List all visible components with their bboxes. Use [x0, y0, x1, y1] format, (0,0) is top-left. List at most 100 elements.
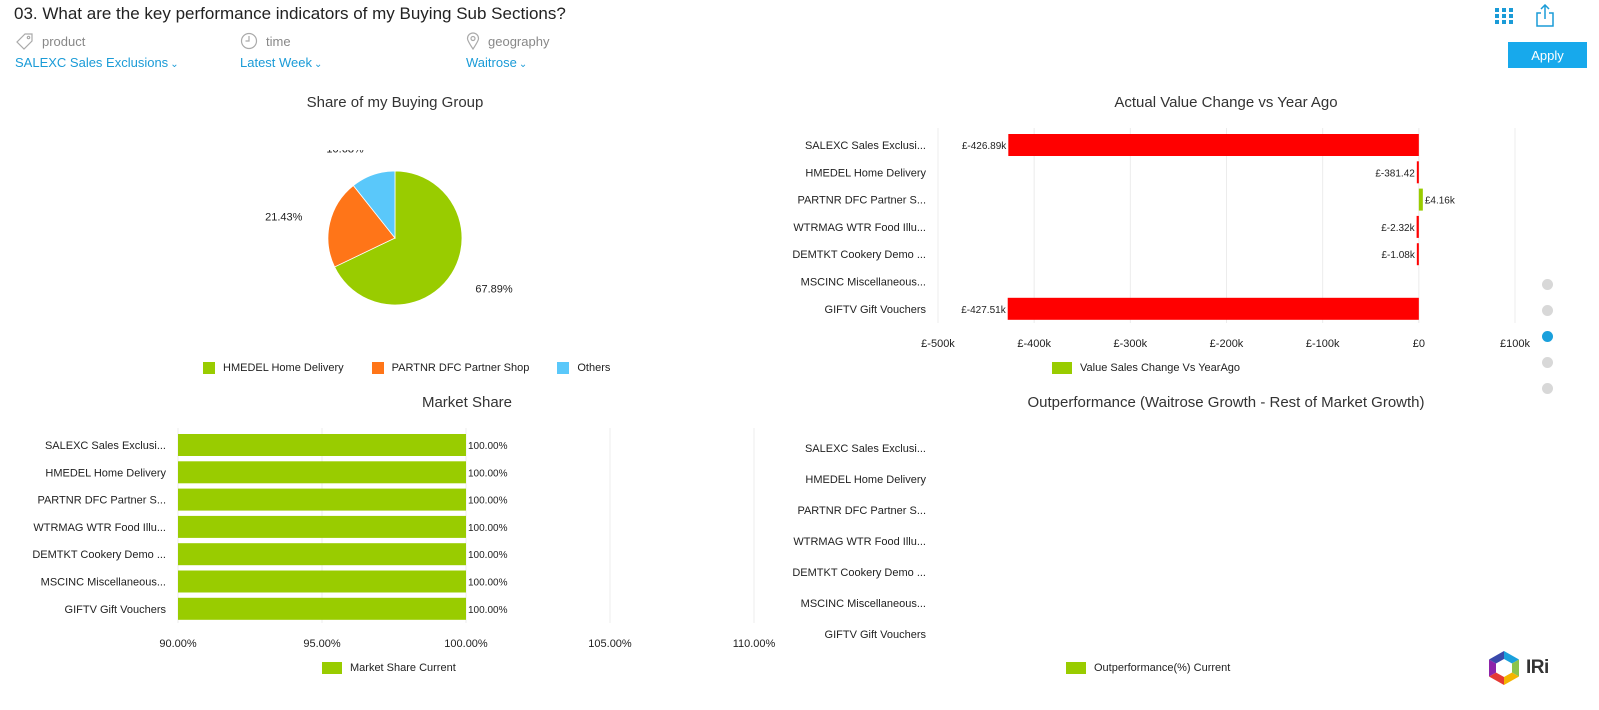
bar-data-label: £-381.42 [1375, 168, 1415, 179]
page-dot[interactable] [1542, 331, 1553, 342]
page-dot[interactable] [1542, 383, 1553, 394]
bar[interactable] [178, 488, 466, 511]
iri-logo-text: IRi [1526, 657, 1549, 678]
chevron-down-icon: ⌄ [170, 59, 179, 70]
pie-chart: 67.89% 21.43% 10.68% [265, 150, 513, 306]
time-label: time [266, 33, 291, 49]
category-label: PARTNR DFC Partner S... [797, 195, 926, 207]
category-label: SALEXC Sales Exclusi... [805, 443, 926, 455]
geography-value: Waitrose [466, 55, 517, 70]
product-filter-label: product [16, 32, 85, 50]
outperformance-chart: SALEXC Sales Exclusi... HMEDEL Home Deliv… [792, 443, 927, 641]
clock-icon [240, 32, 258, 50]
bar[interactable] [1416, 243, 1419, 266]
share-icon[interactable] [1535, 4, 1555, 28]
geography-dropdown[interactable]: Waitrose ⌄ [466, 55, 527, 70]
category-label: MSCINC Miscellaneous... [41, 577, 166, 589]
legend-item-partner-shop[interactable]: PARTNR DFC Partner Shop [391, 362, 530, 374]
bar-data-label: 100.00% [468, 496, 508, 507]
bar-data-label: £4.16k [1425, 196, 1456, 207]
bar[interactable] [178, 570, 466, 593]
market-share-chart: 90.00% 95.00% 100.00% 105.00% 110.00% SALEXC … [32, 428, 776, 650]
pie-chart-title: Share of my Buying Group [306, 94, 484, 111]
legend-item-value-change[interactable]: Value Sales Change Vs YearAgo [1080, 362, 1241, 374]
x-tick-label: £-200k [1210, 338, 1244, 350]
category-label: SALEXC Sales Exclusi... [45, 440, 166, 452]
value-change-legend: Value Sales Change Vs YearAgo [1052, 362, 1240, 374]
x-tick-label: 110.00% [733, 638, 776, 650]
legend-item-others[interactable]: Others [577, 362, 611, 374]
legend-item-home-delivery[interactable]: HMEDEL Home Delivery [223, 362, 344, 374]
legend-swatch-blue [557, 362, 570, 374]
category-label: DEMTKT Cookery Demo ... [792, 567, 926, 579]
grid-menu-icon[interactable] [1494, 7, 1514, 25]
legend-swatch [1052, 362, 1072, 374]
x-tick-label: £-100k [1306, 338, 1340, 350]
time-value: Latest Week [240, 55, 313, 70]
category-label: HMEDEL Home Delivery [805, 167, 926, 179]
pie-slice-label: 67.89% [475, 284, 513, 296]
pie-slice[interactable] [352, 170, 396, 240]
bar-data-label: 100.00% [468, 578, 508, 589]
bar-data-label: 100.00% [468, 550, 508, 561]
legend-swatch [322, 662, 342, 674]
page-dot[interactable] [1542, 357, 1553, 368]
page-title: 03. What are the key performance indicat… [14, 4, 566, 23]
bar-data-label: £-427.51k [961, 305, 1006, 316]
bar[interactable] [178, 597, 466, 620]
bar-data-label: 100.00% [468, 468, 508, 479]
bar-data-label: £-1.08k [1381, 250, 1415, 261]
category-label: GIFTV Gift Vouchers [825, 629, 927, 641]
legend-swatch [1066, 662, 1086, 674]
apply-button[interactable]: Apply [1508, 42, 1587, 68]
x-tick-label: 90.00% [159, 638, 197, 650]
bar-data-label: £-426.89k [962, 141, 1007, 152]
geography-label: geography [488, 33, 550, 49]
page-dot[interactable] [1542, 305, 1553, 316]
x-tick-label: 100.00% [444, 638, 488, 650]
bar[interactable] [1416, 215, 1419, 238]
x-tick-label: £-300k [1114, 338, 1148, 350]
bar[interactable] [1418, 188, 1423, 211]
pie-slice[interactable] [334, 170, 463, 306]
location-pin-icon [466, 32, 480, 50]
product-dropdown[interactable]: SALEXC Sales Exclusions ⌄ [15, 55, 179, 70]
bar[interactable] [178, 461, 466, 484]
category-label: GIFTV Gift Vouchers [65, 604, 167, 616]
bar-data-label: £-2.32k [1381, 223, 1415, 234]
x-tick-label: £100k [1500, 338, 1530, 350]
iri-logo-mark [1489, 651, 1519, 685]
iri-logo: IRi [1488, 650, 1549, 686]
category-label: MSCINC Miscellaneous... [801, 598, 926, 610]
legend-item-outperformance[interactable]: Outperformance(%) Current [1094, 662, 1231, 674]
pie-slice[interactable] [327, 184, 396, 268]
category-label: PARTNR DFC Partner S... [37, 495, 166, 507]
legend-swatch-orange [371, 362, 384, 374]
category-label: WTRMAG WTR Food Illu... [33, 522, 166, 534]
product-label: product [42, 33, 86, 49]
bar[interactable] [178, 543, 466, 566]
category-label: DEMTKT Cookery Demo ... [792, 249, 926, 261]
bar[interactable] [178, 434, 466, 456]
bar[interactable] [1007, 297, 1419, 320]
page-dot[interactable] [1542, 279, 1553, 290]
x-tick-label: £-400k [1017, 338, 1051, 350]
market-share-chart-title: Market Share [421, 394, 513, 411]
legend-item-market-share[interactable]: Market Share Current [350, 662, 456, 674]
category-label: HMEDEL Home Delivery [805, 474, 926, 486]
category-label: MSCINC Miscellaneous... [801, 277, 926, 289]
category-label: WTRMAG WTR Food Illu... [793, 536, 926, 548]
time-dropdown[interactable]: Latest Week ⌄ [240, 55, 322, 70]
chevron-down-icon: ⌄ [314, 59, 323, 70]
outperformance-chart-title: Outperformance (Waitrose Growth - Rest o… [1027, 394, 1425, 411]
category-label: WTRMAG WTR Food Illu... [793, 222, 926, 234]
bar-data-label: 100.00% [468, 605, 508, 616]
category-label: SALEXC Sales Exclusi... [805, 140, 926, 152]
outperformance-legend: Outperformance(%) Current [1066, 662, 1230, 674]
pie-slice-label: 21.43% [265, 212, 303, 224]
x-tick-label: £0 [1413, 338, 1425, 350]
pie-slice-label: 10.68% [326, 150, 364, 155]
bar[interactable] [1008, 134, 1419, 156]
bar[interactable] [1416, 161, 1419, 184]
bar[interactable] [178, 515, 466, 538]
